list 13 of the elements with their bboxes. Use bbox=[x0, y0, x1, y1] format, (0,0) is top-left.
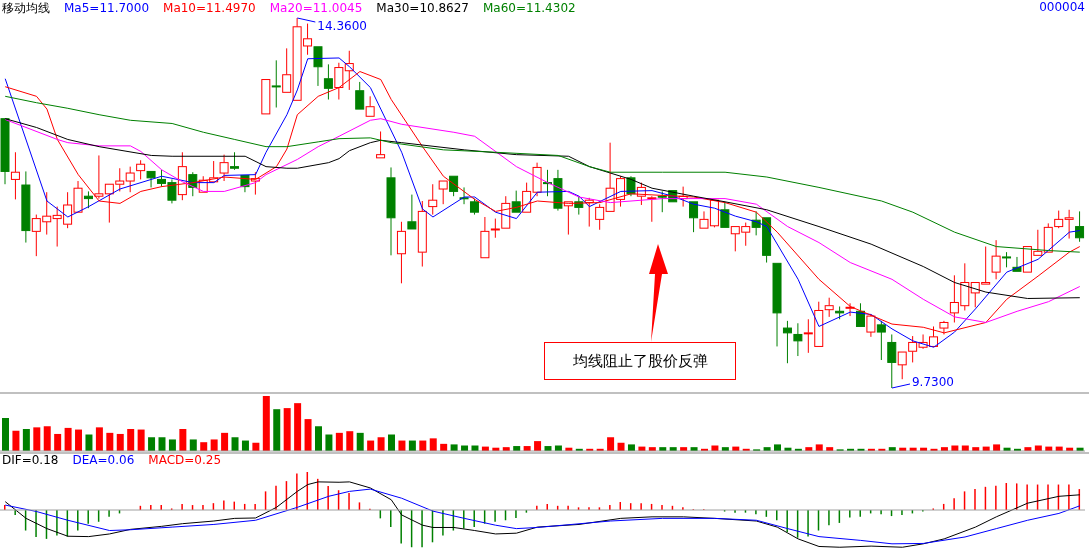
text: Ma5=11.7000 bbox=[64, 1, 150, 15]
text: Ma30=10.8627 bbox=[376, 1, 469, 15]
annotation: 14.3600 bbox=[317, 19, 367, 33]
text: DIF=0.18 bbox=[2, 453, 59, 467]
text: DEA=0.06 bbox=[72, 453, 135, 467]
text: Ma20=11.0045 bbox=[269, 1, 363, 15]
chart-title: 移动均线 bbox=[2, 0, 50, 17]
text: Ma60=11.4302 bbox=[483, 1, 576, 15]
text: Ma10=11.4970 bbox=[163, 1, 256, 15]
annotation: 9.7300 bbox=[912, 375, 954, 389]
text: MACD=0.25 bbox=[148, 453, 222, 467]
annotation: 均线阻止了股价反弹 bbox=[544, 342, 736, 380]
chart-subtitle: 000004 bbox=[1039, 0, 1085, 14]
